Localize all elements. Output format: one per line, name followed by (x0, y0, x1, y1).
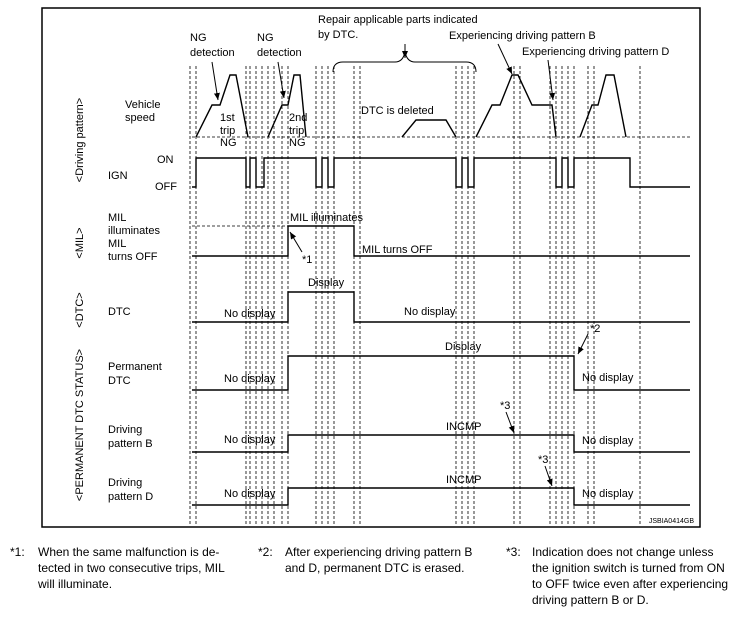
arrows (211, 43, 589, 487)
section-label: <MIL> (74, 227, 86, 258)
annotation: Repair applicable parts indicated (318, 14, 478, 26)
figure-id: JSBIA0414GB (649, 518, 694, 525)
annotation: NG (220, 137, 237, 149)
arrow (547, 59, 556, 101)
note: *3 (538, 454, 548, 466)
pattern-b-trace (192, 434, 690, 453)
speed-trace (579, 74, 627, 138)
annotation: 2nd (289, 112, 307, 124)
state-label: INCMP (446, 421, 481, 433)
row-label: pattern D (108, 491, 153, 503)
row-label: speed (125, 112, 155, 124)
note: *3 (500, 400, 510, 412)
level-label: OFF (155, 181, 177, 193)
annotation: NG (257, 32, 274, 44)
annotation: trip (289, 125, 304, 137)
state-label: No display (224, 308, 276, 320)
state-label: Display (308, 277, 345, 289)
section-label: <Driving pattern> (74, 98, 86, 182)
mil-trace (192, 225, 690, 257)
state-label: No display (582, 435, 634, 447)
arrow (277, 61, 286, 99)
speed-trace (401, 119, 457, 138)
annotation: by DTC. (318, 29, 358, 41)
annotation: 1st (220, 112, 235, 124)
row-label: illuminates (108, 225, 160, 237)
footnote-text: driving pattern B or D. (532, 593, 649, 607)
annotation: detection (190, 47, 235, 59)
labels: <Driving pattern> <MIL> <DTC> <PERMANENT DT… (10, 14, 728, 607)
speed-trace (267, 74, 307, 138)
section-label: <DTC> (74, 292, 86, 327)
row-label: IGN (108, 170, 128, 182)
annotation: Experiencing driving pattern B (449, 30, 596, 42)
annotation: Experiencing driving pattern D (522, 46, 669, 58)
state-label: Display (445, 341, 482, 353)
arrow (497, 43, 513, 75)
arrow (505, 411, 515, 434)
time-markers (189, 66, 641, 524)
row-label: Driving (108, 424, 142, 436)
footnote-mark: *1: (10, 545, 25, 559)
arrow (289, 231, 303, 253)
footnote-mark: *3: (506, 545, 521, 559)
ign-trace (192, 157, 690, 188)
row-label: DTC (108, 375, 131, 387)
footnote-text: will illuminate. (37, 577, 112, 591)
speed-trace (195, 74, 249, 138)
row-label: MIL (108, 212, 126, 224)
arrow (211, 61, 220, 101)
annotation: NG (190, 32, 207, 44)
footnote-text: When the same malfunction is de- (38, 545, 219, 559)
level-label: ON (157, 154, 174, 166)
footnote-mark: *2: (258, 545, 273, 559)
state-label: MIL illuminates (290, 212, 363, 224)
annotation: DTC is deleted (361, 105, 434, 117)
row-label: pattern B (108, 438, 153, 450)
footnote-text: Indication does not change unless (532, 545, 713, 559)
speed-trace (475, 74, 557, 138)
annotation: detection (257, 47, 302, 59)
state-label: No display (582, 372, 634, 384)
footnote-text: tected in two consecutive trips, MIL (38, 561, 225, 575)
row-label: DTC (108, 306, 131, 318)
note: *2 (590, 323, 600, 335)
permanent-dtc-trace (192, 355, 690, 391)
state-label: No display (404, 306, 456, 318)
row-label: Vehicle (125, 99, 160, 111)
state-label: No display (224, 434, 276, 446)
dtc-trace (192, 291, 690, 323)
diagram-frame (41, 7, 701, 528)
pattern-d-trace (192, 487, 690, 506)
footnote-text: After experiencing driving pattern B (285, 545, 472, 559)
footnote-text: and D, permanent DTC is erased. (285, 561, 464, 575)
state-label: No display (224, 488, 276, 500)
state-label: MIL turns OFF (362, 244, 433, 256)
state-label: No display (582, 488, 634, 500)
footnote-text: the ignition switch is turned from ON (532, 561, 725, 575)
row-label: turns OFF (108, 251, 158, 263)
arrow (544, 465, 553, 487)
footnote-text: to OFF twice even after experiencing (532, 577, 728, 591)
annotation: trip (220, 125, 235, 137)
arrow (577, 333, 589, 355)
section-label: <PERMANENT DTC STATUS> (74, 349, 86, 501)
note: *1 (302, 254, 312, 266)
waveforms (192, 74, 690, 506)
state-label: No display (224, 373, 276, 385)
row-label: Driving (108, 477, 142, 489)
row-label: MIL (108, 238, 126, 250)
annotation: NG (289, 137, 306, 149)
state-label: INCMP (446, 474, 481, 486)
row-label: Permanent (108, 361, 162, 373)
